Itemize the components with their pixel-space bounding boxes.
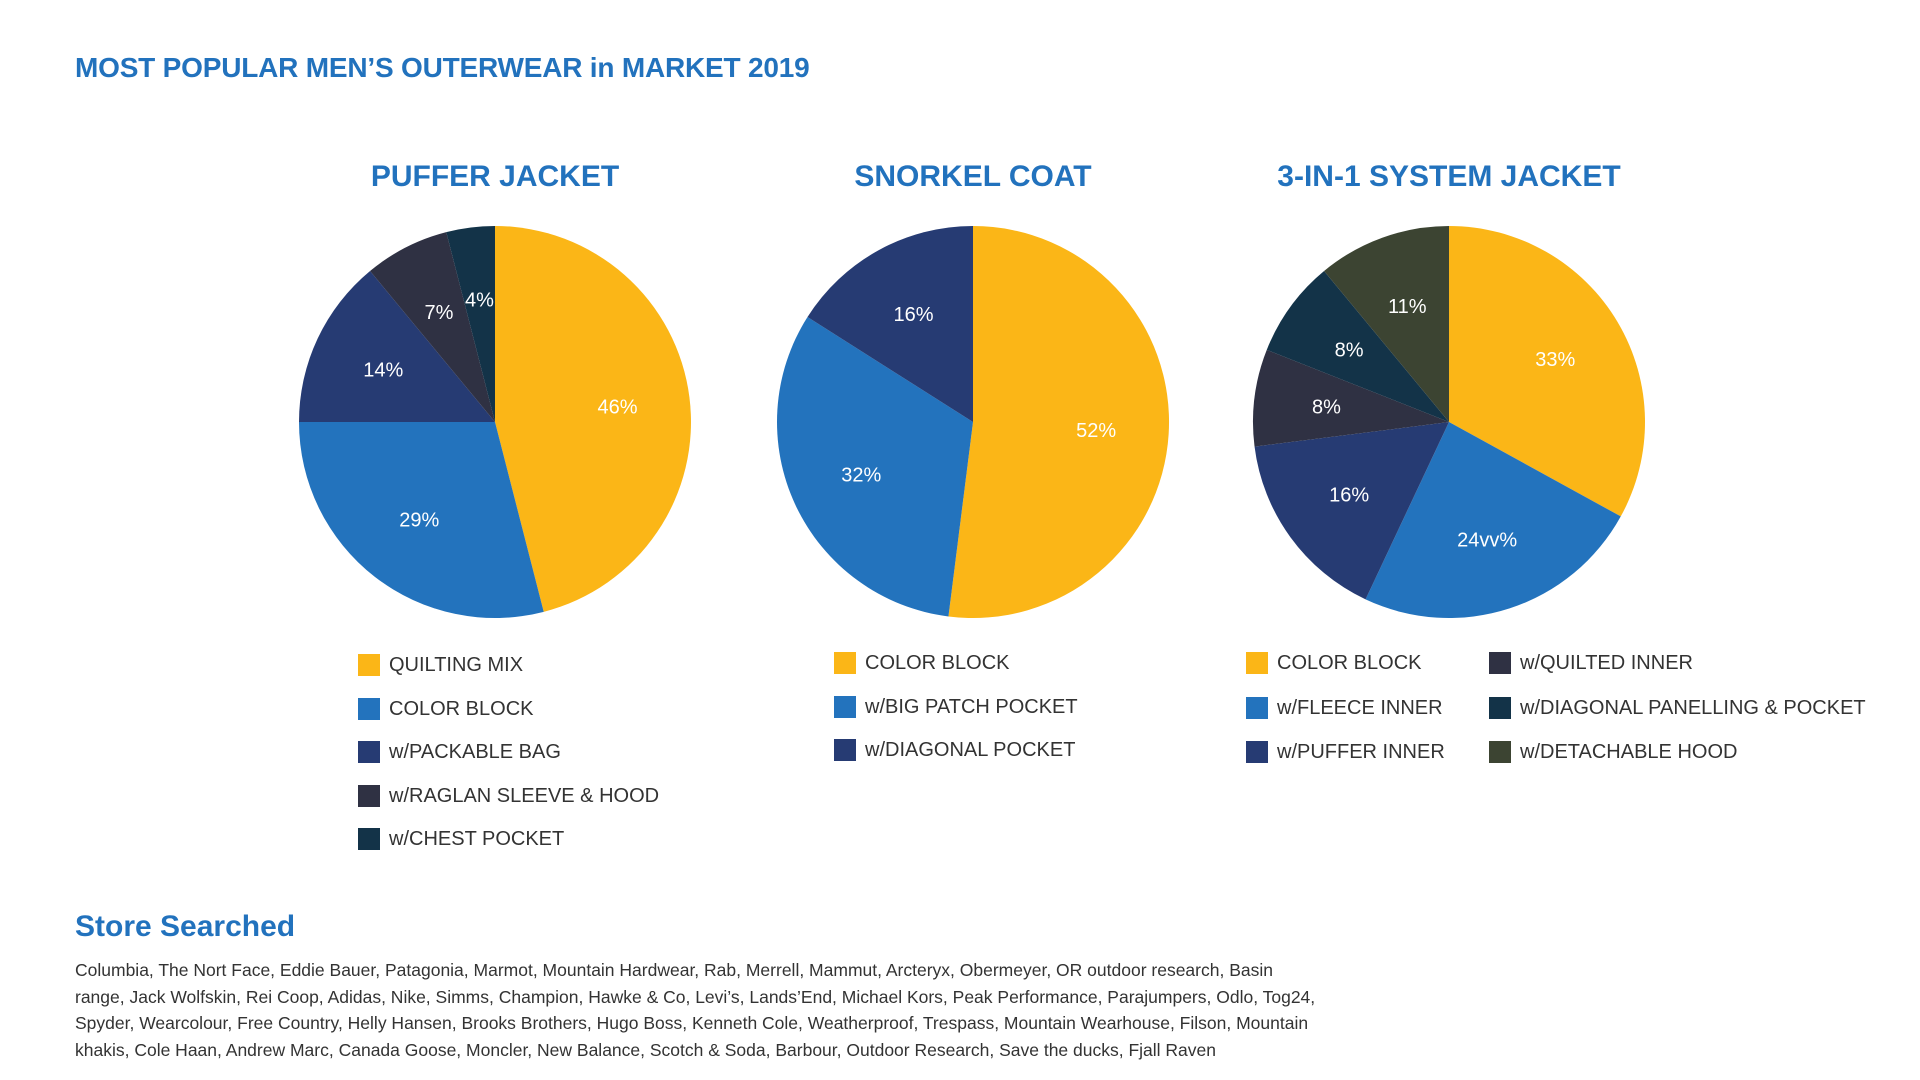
slice-label: 29% bbox=[399, 510, 439, 532]
legend-swatch bbox=[358, 697, 380, 720]
chart-title: PUFFER JACKET bbox=[370, 160, 620, 193]
stores-line: Spyder, Wearcolour, Free Country, Helly … bbox=[75, 1013, 1309, 1033]
legend-swatch bbox=[1489, 741, 1511, 763]
legend-label: COLOR BLOCK bbox=[389, 697, 534, 720]
pie-slice bbox=[495, 226, 691, 612]
pie-svg: 46% 29% 14% 7% 4% bbox=[299, 226, 691, 618]
slice-label: 4% bbox=[465, 290, 494, 312]
pie-slice bbox=[1254, 422, 1449, 600]
slice-label: 52% bbox=[1076, 420, 1116, 442]
chart-title: SNORKEL COAT bbox=[854, 160, 1092, 193]
stores-title: Store Searched bbox=[75, 910, 296, 943]
pie-slice bbox=[1324, 226, 1449, 422]
legend-label: COLOR BLOCK bbox=[865, 652, 1010, 674]
legend-label: w/BIG PATCH POCKET bbox=[865, 695, 1078, 718]
legend-swatch bbox=[358, 828, 380, 850]
pie-slice bbox=[807, 226, 973, 422]
page-title: MOST POPULAR MEN’S OUTERWEAR in MARKET 2… bbox=[75, 52, 810, 83]
legend-swatch bbox=[1489, 652, 1511, 674]
slice-label: 33% bbox=[1535, 349, 1575, 371]
stores-line: Columbia, The Nort Face, Eddie Bauer, Pa… bbox=[75, 960, 1273, 980]
slice-label: 16% bbox=[1329, 485, 1369, 507]
legend-swatch bbox=[1489, 696, 1511, 719]
slice-label: 14% bbox=[363, 359, 403, 381]
pie-slice bbox=[370, 232, 495, 422]
stores-line: range, Jack Wolfskin, Rei Coop, Adidas, … bbox=[75, 986, 1316, 1007]
legend-swatch bbox=[1246, 652, 1268, 674]
legend-label: w/PACKABLE BAG bbox=[389, 741, 561, 763]
pie-svg: 52% 32% 16% bbox=[777, 226, 1170, 618]
pie-slice bbox=[948, 226, 1170, 618]
legend-label: w/FLEECE INNER bbox=[1277, 696, 1443, 719]
stores-list: Columbia, The Nort Face, Eddie Bauer, Pa… bbox=[75, 957, 1385, 1063]
legend-label: w/DIAGONAL PANELLING & POCKET bbox=[1520, 696, 1866, 719]
pie-slice bbox=[1449, 226, 1646, 517]
slice-label: 7% bbox=[424, 302, 453, 324]
legend-swatch bbox=[834, 739, 856, 761]
legend-label: w/DIAGONAL POCKET bbox=[865, 739, 1076, 761]
pie-slice bbox=[777, 316, 973, 617]
legend-swatch bbox=[358, 741, 380, 763]
legend-swatch bbox=[834, 652, 856, 674]
legend-label: w/DETACHABLE HOOD bbox=[1520, 741, 1738, 763]
legend-label: w/QUILTED INNER bbox=[1520, 652, 1693, 674]
pie-slice bbox=[299, 270, 495, 422]
pie-svg: 33% 24vv% 16% 8% 8% 11% bbox=[1253, 226, 1646, 619]
legend-label: w/CHEST POCKET bbox=[389, 828, 565, 850]
legend-swatch bbox=[1246, 741, 1268, 763]
pie-slice bbox=[446, 226, 495, 422]
legend-label: QUILTING MIX bbox=[389, 654, 524, 676]
pie-slice bbox=[1365, 422, 1621, 619]
chart-title: 3-IN-1 SYSTEM JACKET bbox=[1277, 160, 1621, 193]
pie-slice bbox=[1266, 270, 1449, 422]
pie-slice bbox=[1253, 349, 1449, 447]
slice-label: 32% bbox=[841, 465, 881, 487]
stores-line: khakis, Cole Haan, Andrew Marc, Canada G… bbox=[75, 1039, 1217, 1060]
legend-swatch bbox=[358, 784, 380, 807]
slice-label: 24vv% bbox=[1457, 529, 1517, 551]
pie-slice bbox=[299, 422, 544, 618]
legend-swatch bbox=[1246, 696, 1268, 719]
slice-label: 46% bbox=[597, 397, 637, 419]
legend-swatch bbox=[358, 654, 380, 676]
legend-label: COLOR BLOCK bbox=[1277, 652, 1422, 674]
slice-label: 8% bbox=[1312, 397, 1341, 419]
legend-swatch bbox=[834, 695, 856, 718]
slice-label: 8% bbox=[1335, 339, 1364, 361]
legend-label: w/RAGLAN SLEEVE & HOOD bbox=[389, 784, 660, 807]
slice-label: 16% bbox=[893, 304, 933, 326]
legend-label: w/PUFFER INNER bbox=[1277, 741, 1445, 763]
slice-label: 11% bbox=[1388, 296, 1427, 318]
